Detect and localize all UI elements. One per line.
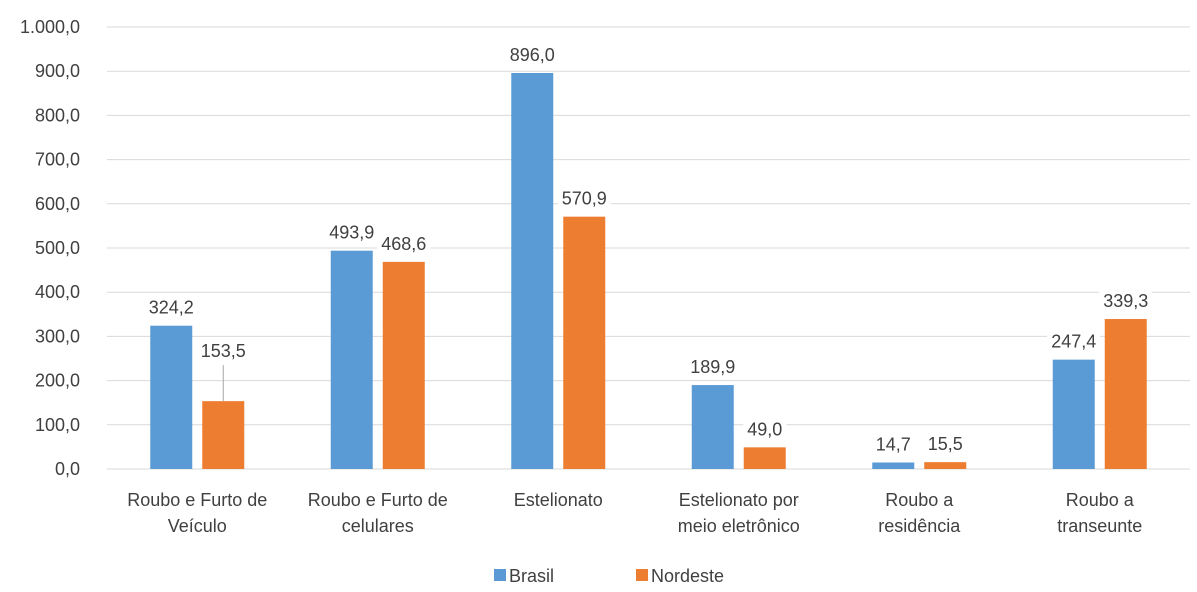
y-tick-label: 900,0 [35,61,80,81]
bar-brasil-0 [150,325,193,469]
bar-brasil-4 [872,462,915,469]
bar-nordeste-5 [1104,319,1147,469]
x-category-label: Roubo a residência [878,490,961,536]
bar-nordeste-3 [743,447,786,469]
data-label-background [196,341,250,362]
data-label-brasil-5: 247,4 [1051,332,1096,352]
bar-nordeste-1 [382,261,425,469]
data-label-nordeste-5: 339,3 [1103,291,1148,311]
bar-nordeste-2 [563,216,606,469]
y-tick-label: 600,0 [35,194,80,214]
y-tick-label: 200,0 [35,371,80,391]
y-tick-label: 700,0 [35,150,80,170]
bar-nordeste-4 [924,462,967,469]
x-category-label: Estelionato por meio eletrônico [678,490,800,536]
data-label-brasil-1: 493,9 [329,223,374,243]
x-axis-category-labels: Roubo e Furto de Veículo Roubo e Furto de c… [127,490,1142,536]
data-label-nordeste-3: 49,0 [747,419,782,439]
y-axis-tick-labels: 0,0 100,0 200,0 300,0 400,0 500,0 600,0 700,0 80… [20,17,80,479]
data-label-background [144,297,198,318]
bar-brasil-5 [1052,359,1095,469]
legend-swatch-nordeste [636,569,648,581]
data-label-background [325,222,379,243]
bar-brasil-1 [330,250,373,469]
legend-swatch-brasil [494,569,506,581]
y-tick-label: 100,0 [35,415,80,435]
bar-nordeste-0 [202,401,245,469]
data-label-brasil-2: 896,0 [510,45,555,65]
data-label-nordeste-1: 468,6 [381,234,426,254]
data-label-background [686,357,740,378]
x-category-label: Roubo a transeunte [1057,490,1142,536]
x-category-label: Estelionato [514,490,603,510]
legend-label-brasil: Brasil [509,566,554,586]
y-tick-label: 800,0 [35,105,80,125]
bar-brasil-2 [511,72,554,469]
data-labels: 324,2 493,9 896,0 189,9 14,7 247,4 153,5 468,6 5… [144,44,1153,455]
data-label-background [743,419,787,440]
data-label-nordeste-2: 570,9 [562,189,607,209]
data-label-brasil-3: 189,9 [690,357,735,377]
data-label-background [505,44,559,65]
data-label-background [923,434,967,455]
data-label-brasil-0: 324,2 [149,298,194,318]
y-tick-label: 1.000,0 [20,17,80,37]
y-tick-label: 400,0 [35,282,80,302]
data-label-nordeste-4: 15,5 [928,434,963,454]
y-tick-label: 300,0 [35,326,80,346]
bar-brasil-3 [691,385,734,469]
x-category-label: Roubo e Furto de celulares [308,490,448,536]
bars [150,72,1147,469]
data-label-nordeste-0: 153,5 [201,341,246,361]
data-label-background [1047,331,1101,352]
legend: Brasil Nordeste [494,566,724,586]
data-label-background [871,434,915,455]
data-label-background [377,233,431,254]
data-label-brasil-4: 14,7 [876,435,911,455]
y-tick-label: 500,0 [35,238,80,258]
x-category-label: Roubo e Furto de Veículo [127,490,267,536]
gridlines [107,26,1190,470]
data-label-background [1099,291,1153,312]
data-label-background [557,188,611,209]
y-tick-label: 0,0 [55,459,80,479]
legend-label-nordeste: Nordeste [651,566,724,586]
